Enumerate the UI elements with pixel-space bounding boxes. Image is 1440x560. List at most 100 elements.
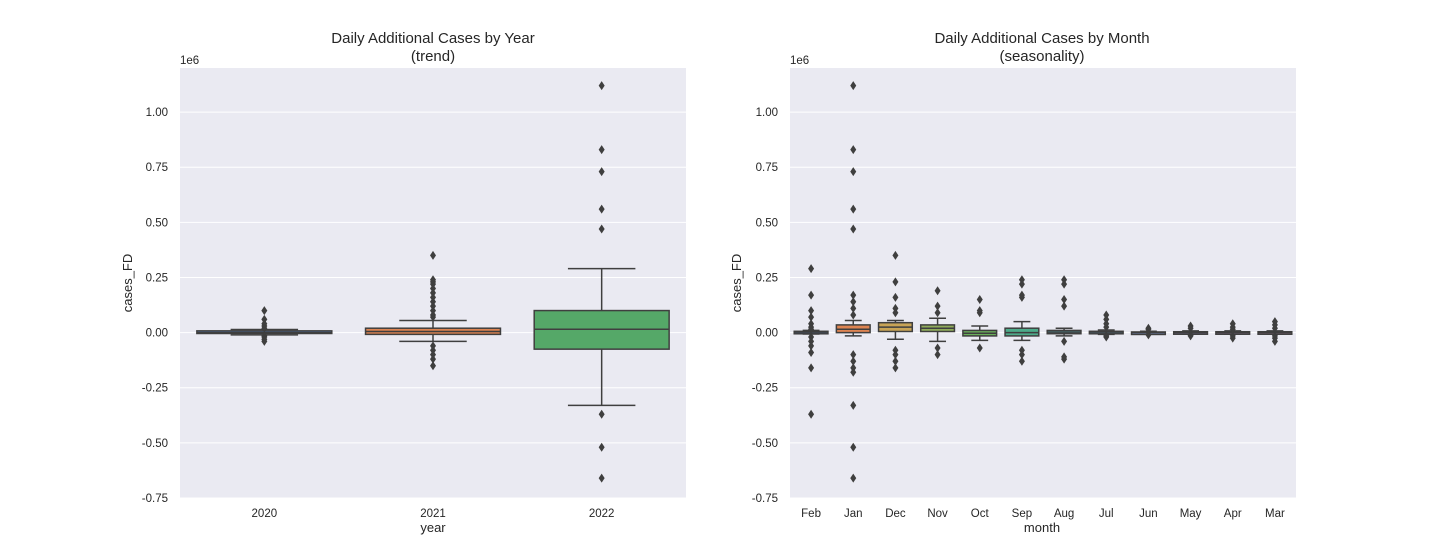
x-tick-label: Jun: [1139, 508, 1158, 520]
box-Sep: [1004, 275, 1040, 366]
x-tick-label: Dec: [885, 508, 906, 520]
outlier-point: [598, 224, 605, 234]
outlier-point: [1061, 295, 1068, 305]
x-tick-label: 2022: [589, 508, 615, 520]
outlier-point: [934, 286, 941, 296]
outlier-point: [850, 350, 857, 360]
outlier-point: [808, 363, 815, 373]
outlier-point: [808, 306, 815, 316]
box-2021: [364, 250, 502, 371]
outlier-point: [892, 356, 899, 366]
outlier-point: [892, 292, 899, 302]
box-2020: [196, 306, 333, 346]
chart-title: Daily Additional Cases by Year: [331, 30, 534, 47]
y-tick-label: -0.25: [752, 383, 778, 395]
chart-title: Daily Additional Cases by Month: [934, 30, 1149, 47]
y-tick-label: 0.00: [146, 328, 168, 340]
y-tick-label: 0.00: [756, 328, 778, 340]
outlier-point: [934, 308, 941, 318]
y-tick-labels: 1.00 0.75 0.50 0.25 0.00 -0.25 -0.50 -0.75: [142, 107, 168, 505]
outlier-point: [598, 442, 605, 452]
outlier-point: [1018, 279, 1025, 289]
x-tick-label: Jul: [1099, 508, 1114, 520]
y-tick-label: 0.25: [756, 272, 778, 284]
y-tick-label: 0.50: [756, 217, 778, 229]
outlier-point: [1061, 354, 1068, 364]
x-tick-labels: Feb Jan Dec Nov Oct Sep Aug Jul Jun May Apr Mar: [801, 508, 1285, 520]
outlier-point: [976, 295, 983, 305]
box-Mar: [1257, 317, 1293, 346]
outlier-point: [850, 356, 857, 366]
outlier-point: [808, 324, 815, 334]
outlier-point: [850, 442, 857, 452]
box-Dec: [877, 250, 914, 373]
outlier-point: [598, 167, 605, 177]
outlier-point: [976, 343, 983, 353]
outlier-point: [934, 350, 941, 360]
x-tick-label: Aug: [1054, 508, 1074, 520]
y-tick-label: -0.75: [752, 493, 778, 505]
y-tick-label: -0.25: [142, 383, 168, 395]
outlier-point: [850, 290, 857, 300]
y-tick-label: 0.75: [146, 162, 168, 174]
outlier-point: [1271, 323, 1278, 333]
chart-subtitle: (trend): [411, 48, 455, 65]
outlier-point: [850, 167, 857, 177]
box-May: [1172, 321, 1209, 341]
x-axis-label: month: [1024, 520, 1060, 535]
outlier-point: [934, 343, 941, 353]
y-axis-label: cases_FD: [120, 254, 135, 313]
outlier-point: [892, 250, 899, 260]
outlier-point: [850, 145, 857, 155]
outlier-point: [598, 145, 605, 155]
y-tick-label: -0.50: [142, 438, 168, 450]
outlier-point: [1103, 332, 1110, 342]
outlier-point: [598, 473, 605, 483]
outlier-point: [808, 409, 815, 419]
box-Oct: [962, 295, 998, 353]
box-Apr: [1215, 319, 1251, 343]
x-tick-label: Apr: [1224, 508, 1242, 520]
x-tick-label: Mar: [1265, 508, 1285, 520]
y-axis-label: cases_FD: [729, 254, 744, 313]
y-tick-label: 1.00: [146, 107, 168, 119]
outlier-point: [430, 354, 436, 364]
y-tick-label: 0.50: [146, 217, 168, 229]
outlier-point: [1145, 330, 1152, 340]
outlier-point: [808, 347, 815, 357]
box-series: [196, 81, 670, 483]
y-tick-label: -0.50: [752, 438, 778, 450]
outlier-point: [261, 336, 268, 346]
outlier-point: [1018, 356, 1025, 366]
outlier-point: [598, 81, 605, 91]
outlier-point: [850, 81, 857, 91]
box-Feb: [793, 264, 829, 419]
box-Jul: [1088, 310, 1124, 342]
x-tick-label: Oct: [971, 508, 990, 520]
outlier-point: [1271, 336, 1278, 346]
outlier-point: [850, 473, 857, 483]
y-offset-label: 1e6: [790, 55, 809, 67]
box-Jan: [835, 81, 871, 483]
outlier-point: [892, 350, 899, 360]
outlier-point: [1229, 324, 1236, 334]
outlier-point: [430, 250, 436, 260]
outlier-point: [892, 277, 899, 287]
outlier-point: [1103, 322, 1110, 332]
chart-subtitle: (seasonality): [999, 48, 1084, 65]
box-Nov: [919, 286, 956, 360]
x-tick-label: Jan: [844, 508, 863, 520]
outlier-point: [598, 204, 605, 214]
y-tick-label: 0.75: [756, 162, 778, 174]
x-tick-label: Sep: [1012, 508, 1032, 520]
y-tick-label: 1.00: [756, 107, 778, 119]
grid-lines: [790, 111, 1296, 499]
x-tick-label: May: [1180, 508, 1202, 520]
outlier-point: [850, 303, 857, 313]
outlier-point: [430, 361, 436, 371]
chart-panel-month: 1.00 0.75 0.50 0.25 0.00 -0.25 -0.50 -0.75 Feb J…: [729, 30, 1296, 535]
outlier-point: [1018, 292, 1025, 302]
outlier-point: [1061, 279, 1068, 289]
outlier-point: [1229, 333, 1236, 343]
